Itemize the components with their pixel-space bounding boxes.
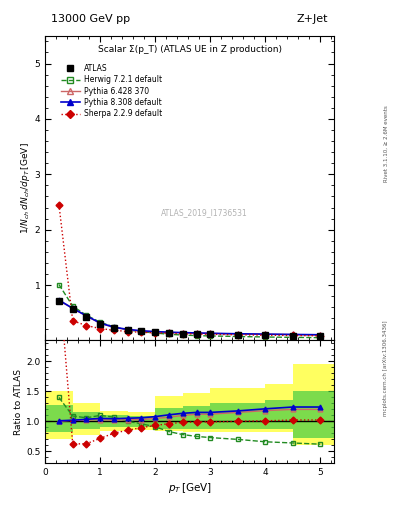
Text: Rivet 3.1.10, ≥ 2.6M events: Rivet 3.1.10, ≥ 2.6M events: [383, 105, 388, 182]
Text: ATLAS_2019_I1736531: ATLAS_2019_I1736531: [161, 208, 248, 217]
X-axis label: $p_T\,[\mathrm{GeV}]$: $p_T\,[\mathrm{GeV}]$: [168, 481, 211, 496]
Text: mcplots.cern.ch [arXiv:1306.3436]: mcplots.cern.ch [arXiv:1306.3436]: [383, 321, 388, 416]
Text: 13000 GeV pp: 13000 GeV pp: [51, 14, 130, 24]
Text: Z+Jet: Z+Jet: [297, 14, 328, 24]
Y-axis label: Ratio to ATLAS: Ratio to ATLAS: [14, 369, 23, 435]
Y-axis label: $1/N_{ch}\,dN_{ch}/dp_T\,[\mathrm{GeV}]$: $1/N_{ch}\,dN_{ch}/dp_T\,[\mathrm{GeV}]$: [19, 142, 32, 234]
Legend: ATLAS, Herwig 7.2.1 default, Pythia 6.428 370, Pythia 8.308 default, Sherpa 2.2.: ATLAS, Herwig 7.2.1 default, Pythia 6.42…: [58, 61, 165, 121]
Text: Scalar Σ(p_T) (ATLAS UE in Z production): Scalar Σ(p_T) (ATLAS UE in Z production): [97, 45, 282, 54]
